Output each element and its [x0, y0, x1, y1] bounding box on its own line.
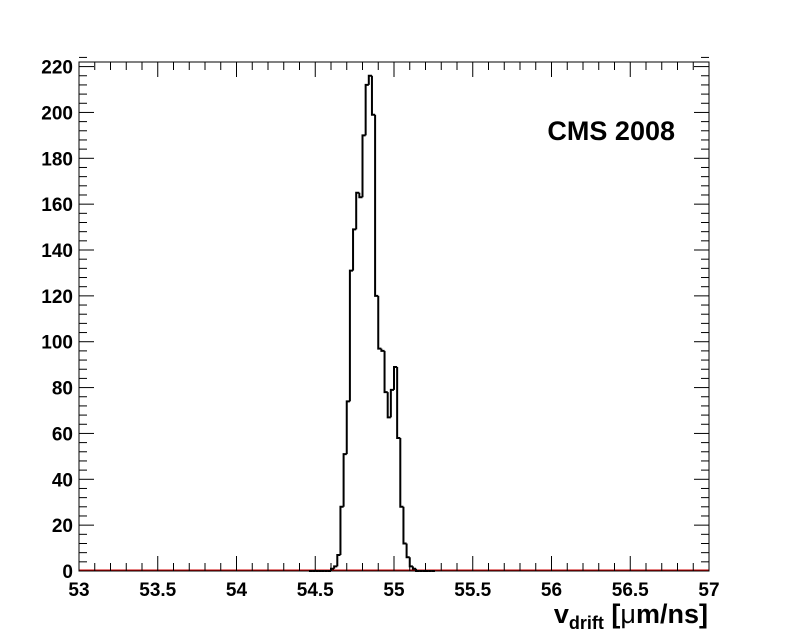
histogram-bin	[386, 392, 391, 419]
x-tick-label: 54	[226, 580, 248, 601]
histogram-bin	[361, 134, 366, 198]
histogram-bin	[336, 553, 341, 567]
histogram-bin	[358, 192, 363, 199]
y-tick-label: 0	[62, 562, 73, 583]
histogram-bin	[370, 75, 376, 116]
histogram-bin	[367, 74, 372, 85]
x-axis-label-unit: m/ns]	[636, 599, 708, 629]
histogram-bin	[402, 506, 407, 545]
y-tick-label: 120	[41, 287, 73, 308]
histogram-bin	[411, 566, 417, 570]
x-axis-label-main: v	[554, 599, 569, 629]
histogram-bin	[348, 269, 354, 402]
histogram-bin	[330, 567, 335, 571]
histogram-bin	[333, 565, 338, 569]
histogram-bin	[342, 453, 347, 507]
histogram-bin	[393, 365, 398, 390]
histogram-bin	[399, 438, 404, 508]
histogram-bin	[355, 191, 360, 230]
y-tick-label: 220	[41, 58, 73, 79]
histogram-bin	[374, 114, 379, 297]
x-tick-label: 55.5	[454, 580, 491, 601]
histogram-bin	[380, 348, 385, 352]
histogram-bin	[345, 400, 350, 455]
y-tick-label: 60	[52, 424, 73, 445]
x-axis-label-sub: drift	[569, 613, 604, 633]
x-axis-label-unit-open: [	[604, 599, 621, 629]
histogram-bin	[408, 557, 413, 568]
y-tick-label: 40	[52, 470, 73, 491]
y-tick-label: 80	[52, 379, 73, 400]
chart-annotation: CMS 2008	[547, 116, 675, 146]
x-axis-label-mu: μ	[620, 599, 636, 629]
x-tick-label: 57	[698, 580, 719, 601]
histogram-bin	[364, 83, 369, 136]
histogram-bin	[415, 568, 420, 572]
histogram-bin	[377, 295, 382, 350]
y-tick-label: 160	[41, 195, 73, 216]
histogram-bin	[396, 366, 401, 440]
histogram-bin	[405, 543, 410, 559]
histogram-bin	[339, 505, 344, 555]
x-tick-label: 53.5	[139, 580, 176, 601]
x-axis-label: vdrift [μm/ns]	[554, 599, 708, 633]
histogram-bin	[352, 228, 357, 271]
x-tick-label: 53	[68, 580, 89, 601]
x-tick-label: 54.5	[297, 580, 334, 601]
y-tick-label: 180	[41, 149, 73, 170]
y-tick-label: 100	[41, 333, 73, 354]
histogram-bin	[383, 350, 388, 394]
y-tick-label: 140	[41, 241, 73, 262]
histogram-bin	[389, 388, 394, 418]
x-tick-label: 55	[383, 580, 405, 601]
x-tick-label: 56.5	[612, 580, 649, 601]
x-tick-label: 56	[541, 580, 562, 601]
y-tick-label: 20	[52, 516, 73, 537]
y-tick-label: 200	[41, 103, 73, 124]
